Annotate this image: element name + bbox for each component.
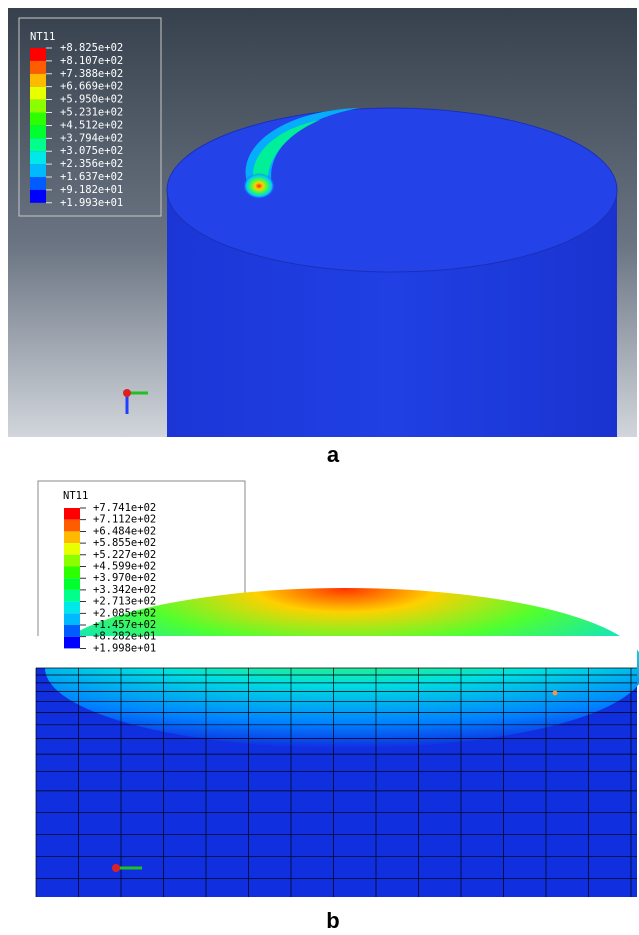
legend-swatch [30,151,46,165]
legend-value: +7.112e+02 [93,514,156,526]
legend-swatch [30,48,46,61]
legend-value: +7.388e+02 [60,68,123,80]
legend-swatch [30,189,46,203]
heat-source [243,173,275,199]
legend-swatch [64,531,80,544]
legend-value: +2.356e+02 [60,158,123,170]
legend-swatch [64,625,80,637]
legend-swatch [30,99,46,113]
legend-value: +4.512e+02 [60,119,123,131]
legend-value: +3.970e+02 [93,572,156,584]
marker [552,690,558,696]
legend-value: +2.713e+02 [93,596,156,608]
legend-value: +1.637e+02 [60,171,123,183]
legend-swatch [64,519,80,532]
legend-value: +8.282e+01 [93,631,156,643]
legend-value: +3.794e+02 [60,132,123,144]
legend-swatch [64,589,80,602]
cylinder-top [166,107,618,273]
legend-swatch [64,578,80,590]
legend-swatch [30,125,46,139]
legend-swatch [30,86,46,100]
legend-value: +5.231e+02 [60,107,123,119]
legend-swatch [64,601,80,614]
legend-box-a [18,17,162,217]
legend-swatch [30,177,46,190]
legend-swatch [30,138,46,152]
legend-swatch [30,164,46,177]
legend-title: NT11 [63,490,88,502]
legend-value: +1.998e+01 [93,642,156,654]
legend-swatch [64,613,80,625]
legend-value: +6.484e+02 [93,525,156,537]
legend-value: +7.741e+02 [93,502,156,514]
legend-value: +2.085e+02 [93,607,156,619]
legend-swatch [64,566,80,579]
legend-value: +8.825e+02 [60,42,123,54]
legend-value: +5.855e+02 [93,537,156,549]
legend-value: +1.993e+01 [60,197,123,209]
legend-swatch [64,554,80,567]
legend-swatch [64,508,80,520]
legend-swatch [64,636,80,649]
legend-value: +9.182e+01 [60,184,123,196]
axis-triad [112,864,142,872]
legend-value: +5.227e+02 [93,549,156,561]
legend-swatch [30,73,46,87]
panel-label: b [326,908,339,933]
legend-swatch [64,543,80,555]
legend-value: +3.342e+02 [93,584,156,596]
panel-label: a [327,442,340,467]
legend-value: +3.075e+02 [60,145,123,157]
legend-value: +1.457e+02 [93,619,156,631]
legend-value: +8.107e+02 [60,55,123,67]
legend-swatch [30,112,46,126]
axis-triad [123,389,148,414]
legend-title: NT11 [30,31,55,43]
legend-value: +4.599e+02 [93,561,156,573]
mesh [35,588,639,897]
legend-swatch [30,60,46,74]
legend-value: +5.950e+02 [60,94,123,106]
legend-value: +6.669e+02 [60,81,123,93]
